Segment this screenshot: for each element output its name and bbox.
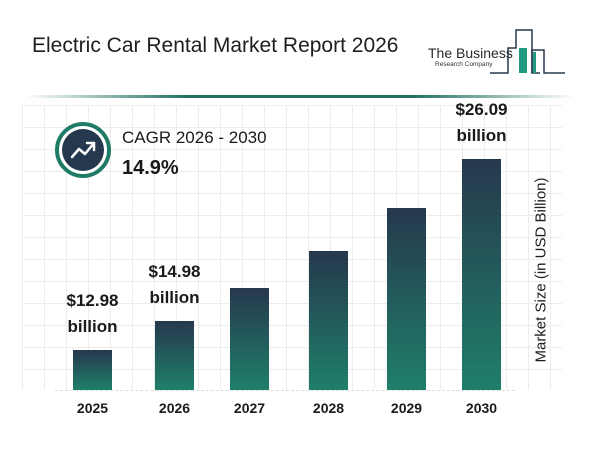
bar-2027 xyxy=(230,288,269,390)
logo-buildings-icon xyxy=(490,29,565,74)
x-tick-label: 2025 xyxy=(76,400,109,416)
logo-text: The Business xyxy=(428,45,513,61)
company-logo: The Business Research Company xyxy=(428,28,568,78)
data-label-value: $12.98 xyxy=(66,290,119,310)
x-tick-label: 2026 xyxy=(158,400,191,416)
chart-baseline xyxy=(55,390,515,391)
x-tick-label: 2027 xyxy=(233,400,266,416)
trend-up-arrow-icon xyxy=(70,141,96,159)
data-label: $26.09 billion xyxy=(437,97,527,149)
page-title: Electric Car Rental Market Report 2026 xyxy=(32,34,399,57)
data-label-unit: billion xyxy=(67,316,118,336)
data-label-value: $26.09 xyxy=(455,99,508,119)
logo-subtext: Research Company xyxy=(435,61,493,68)
x-tick-label: 2030 xyxy=(465,400,498,416)
x-tick-label: 2029 xyxy=(390,400,423,416)
data-label: $14.98 billion xyxy=(130,259,220,311)
bar-2030 xyxy=(462,158,501,390)
data-label-value: $14.98 xyxy=(148,261,201,281)
bar-2025 xyxy=(73,349,112,390)
divider xyxy=(25,95,575,98)
cagr-badge xyxy=(55,122,111,178)
bar-2029 xyxy=(387,208,426,390)
y-axis-label: Market Size (in USD Billion) xyxy=(532,177,550,363)
x-tick-label: 2028 xyxy=(312,400,345,416)
cagr-label: CAGR 2026 - 2030 xyxy=(122,128,267,147)
bar-2026 xyxy=(155,320,194,390)
data-label: $12.98 billion xyxy=(48,288,138,340)
data-label-unit: billion xyxy=(149,287,200,307)
data-label-unit: billion xyxy=(456,125,507,145)
cagr-value: 14.9% xyxy=(122,157,179,179)
bar-2028 xyxy=(309,250,348,390)
